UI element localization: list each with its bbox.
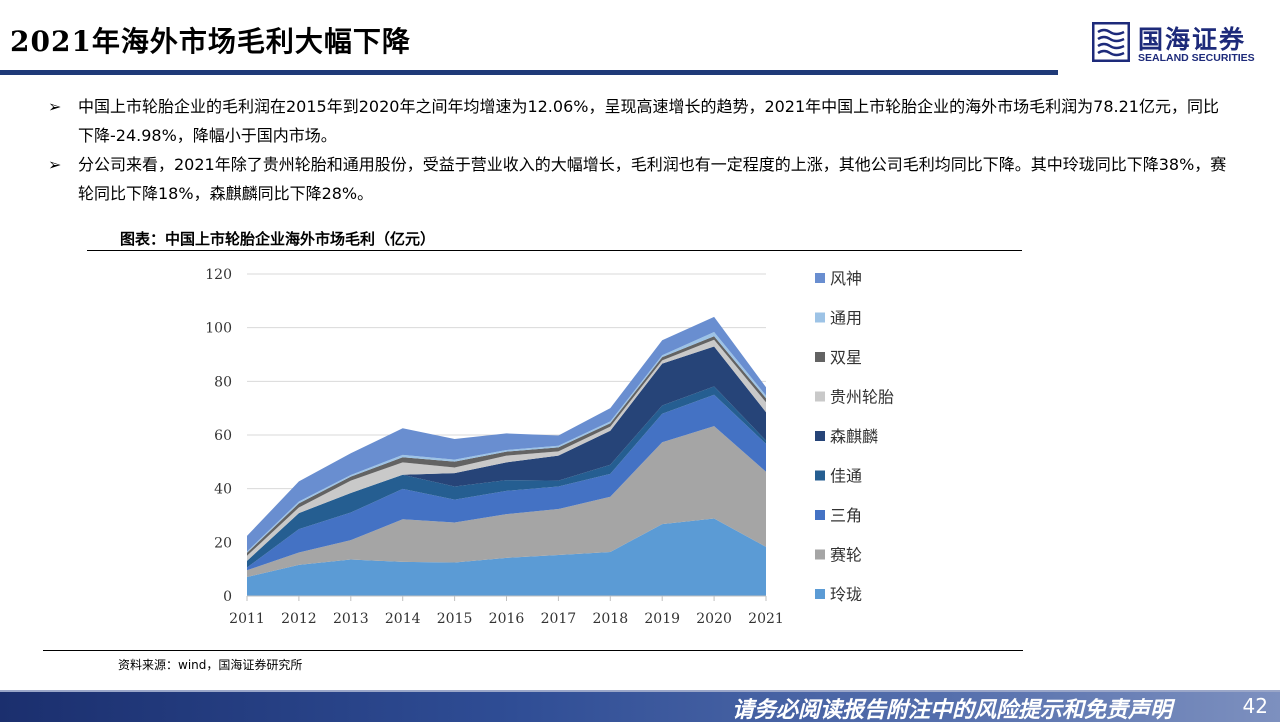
bullet-list: ➢ 中国上市轮胎企业的毛利润在2015年到2020年之间年均增速为12.06%，… [48,92,1228,208]
arrow-bullet-icon: ➢ [48,155,62,174]
source-divider [43,650,1023,651]
bullet-item: ➢ 分公司来看，2021年除了贵州轮胎和通用股份，受益于营业收入的大幅增长，毛利… [48,150,1228,208]
legend-swatch [815,352,825,362]
x-tick-label: 2011 [229,611,265,627]
footer-bar [0,690,1280,722]
x-tick-label: 2018 [592,611,628,627]
legend-swatch [815,312,825,323]
bullet-item: ➢ 中国上市轮胎企业的毛利润在2015年到2020年之间年均增速为12.06%，… [48,92,1228,150]
title-divider [0,70,1058,75]
legend-label: 佳通 [830,467,862,486]
legend-label: 森麒麟 [830,427,878,446]
x-tick-label: 2016 [489,611,525,627]
legend-label: 双星 [830,348,862,367]
legend-swatch [815,431,825,441]
disclaimer-text: 请务必阅读报告附注中的风险提示和免责声明 [731,698,1172,723]
legend-label: 三角 [830,506,862,525]
x-tick-label: 2020 [696,611,732,627]
logo-text-en: SEALAND SECURITIES [1138,52,1255,64]
y-tick-label: 100 [205,321,232,337]
page-title: 2021年海外市场毛利大幅下降 [10,25,411,58]
area-series-0 [247,518,766,596]
y-tick-label: 120 [205,267,232,283]
sealand-logo-icon [1092,22,1130,62]
x-tick-label: 2013 [333,611,369,627]
bullet-text: 分公司来看，2021年除了贵州轮胎和通用股份，受益于营业收入的大幅增长，毛利润也… [78,155,1227,203]
area-series-1 [247,426,766,577]
y-tick-label: 80 [214,374,232,390]
legend-label: 赛轮 [830,546,862,565]
legend-label: 玲珑 [830,585,862,604]
source-note: 资料来源：wind，国海证券研究所 [118,658,303,672]
legend-swatch [815,391,825,402]
chart-title: 图表：中国上市轮胎企业海外市场毛利（亿元） [120,230,436,248]
stacked-area-chart: 0 20 40 60 80 100 120 2011 2012 2013 2014 2015 2016 2… [205,267,894,627]
area-series-4 [247,346,766,561]
x-tick-label: 2017 [541,611,577,627]
x-tick-label: 2012 [281,611,317,627]
x-tick-label: 2014 [385,611,421,627]
area-series-2 [247,394,766,571]
legend-swatch [815,470,825,481]
x-tick-label: 2015 [437,611,473,627]
legend-label: 通用 [830,309,862,328]
y-tick-label: 0 [223,589,232,605]
area-series-6 [247,336,766,556]
chart-title-divider [87,250,1022,251]
legend-swatch [815,549,825,560]
y-tick-label: 20 [214,535,232,551]
area-series-5 [247,339,766,561]
logo-text-cn: 国海证券 [1138,25,1247,54]
legend-label: 贵州轮胎 [830,388,894,407]
company-logo: 国海证券 SEALAND SECURITIES [1092,20,1272,68]
y-tick-label: 60 [214,428,232,444]
x-tick-label: 2021 [748,611,784,627]
arrow-bullet-icon: ➢ [48,97,62,116]
legend-swatch [815,273,825,283]
legend-swatch [815,589,825,599]
legend-label: 风神 [830,269,862,288]
page-number: 42 [1242,694,1268,718]
x-tick-label: 2019 [644,611,680,627]
y-tick-label: 40 [214,482,232,498]
legend-swatch [815,510,825,520]
area-series-8 [247,316,766,552]
bullet-text: 中国上市轮胎企业的毛利润在2015年到2020年之间年均增速为12.06%，呈现… [78,97,1219,145]
